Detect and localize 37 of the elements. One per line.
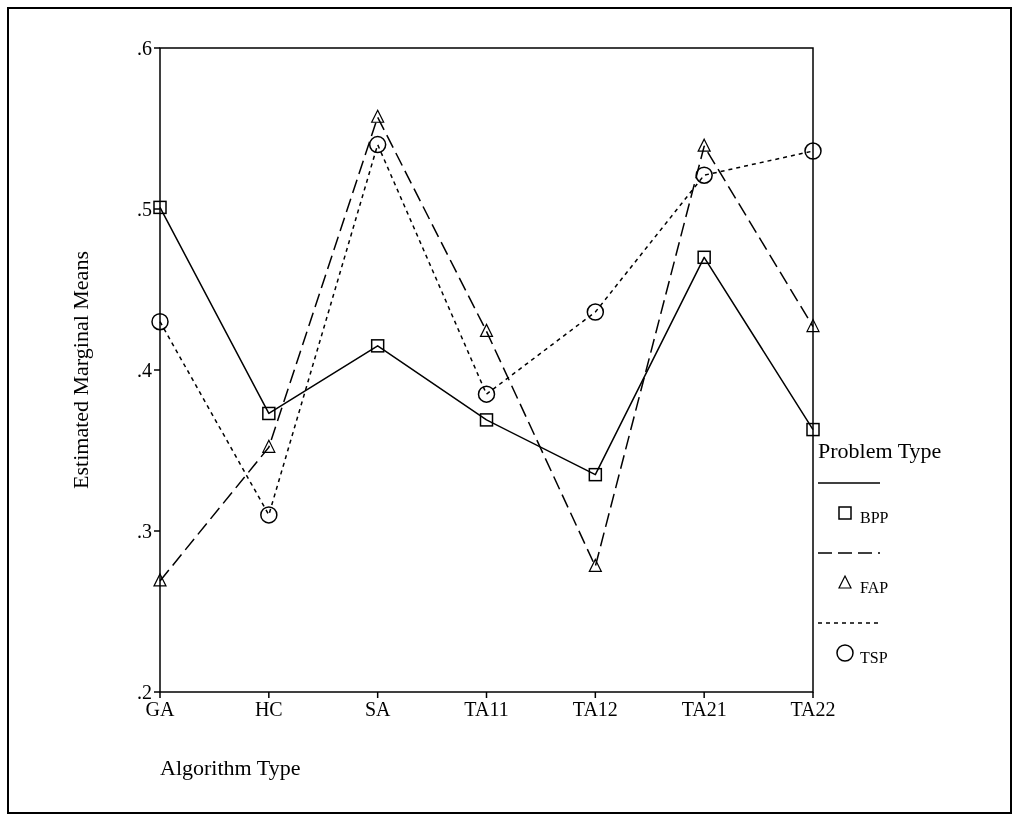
point — [368, 135, 387, 154]
x-tick-label: HC — [254, 698, 283, 720]
legend-label: FAP — [860, 579, 889, 596]
y-tick-label: .5 — [137, 198, 152, 220]
y-axis-title: Estimated Marginal Means — [68, 251, 93, 489]
point — [806, 422, 820, 437]
point — [477, 385, 496, 403]
x-tick-label: TA21 — [681, 698, 727, 720]
x-axis-title: Algorithm Type — [160, 755, 301, 780]
point — [697, 138, 711, 152]
point — [153, 573, 167, 587]
x-tick-label: SA — [364, 698, 391, 720]
point — [260, 506, 278, 524]
point — [479, 413, 494, 427]
point — [153, 200, 167, 215]
point — [806, 318, 820, 333]
point — [586, 303, 605, 321]
x-tick-label: TA22 — [790, 698, 836, 720]
point — [371, 109, 385, 123]
point — [262, 406, 276, 421]
point — [479, 323, 494, 337]
point — [588, 467, 603, 482]
point — [370, 339, 385, 353]
x-tick-label: TA11 — [464, 698, 509, 720]
y-tick-label: .4 — [137, 359, 152, 381]
x-tick-label: TA12 — [572, 698, 618, 720]
legend-title: Problem Type — [818, 438, 942, 463]
point — [697, 250, 711, 265]
point — [804, 142, 822, 160]
point — [588, 558, 602, 573]
point — [262, 439, 276, 453]
point — [695, 166, 713, 184]
y-tick-label: .3 — [137, 520, 152, 542]
legend-label: TSP — [860, 649, 888, 666]
legend-label: BPP — [860, 509, 889, 526]
point — [151, 312, 169, 331]
y-tick-label: .6 — [137, 37, 152, 59]
